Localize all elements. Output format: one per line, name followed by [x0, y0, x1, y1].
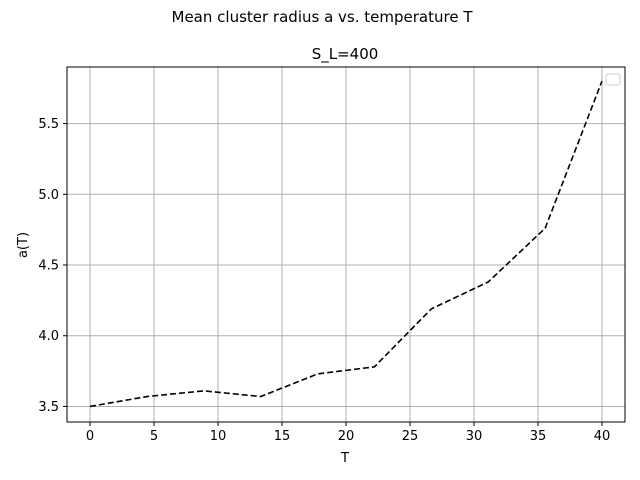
y-tick-label: 4.0 [38, 329, 59, 344]
chart-title: S_L=400 [312, 45, 379, 64]
series-line [89, 80, 603, 408]
x-tick-label: 0 [86, 429, 94, 444]
grid-lines [67, 67, 625, 422]
y-tick-label: 5.0 [38, 188, 59, 203]
x-tick-label: 30 [466, 429, 483, 444]
x-tick-label: 20 [338, 429, 355, 444]
x-tick-label: 10 [210, 429, 227, 444]
x-tick-label: 35 [530, 429, 547, 444]
axis-ticks: 0 5 10 15 20 25 30 35 40 3.5 4.0 4.5 5.0 5.5 [38, 117, 610, 444]
y-tick-label: 4.5 [38, 259, 59, 274]
y-tick-label: 5.5 [38, 117, 59, 132]
plot-frame [66, 66, 626, 423]
chart-suptitle: Mean cluster radius a vs. temperature T [172, 8, 474, 26]
y-axis-label: a(T) [16, 232, 31, 258]
legend-box [605, 73, 621, 86]
x-axis-label: T [340, 451, 349, 466]
x-tick-label: 40 [594, 429, 611, 444]
series-layer [89, 80, 603, 408]
y-tick-label: 3.5 [38, 400, 59, 415]
x-tick-label: 25 [402, 429, 419, 444]
x-tick-label: 5 [150, 429, 158, 444]
x-tick-label: 15 [274, 429, 291, 444]
